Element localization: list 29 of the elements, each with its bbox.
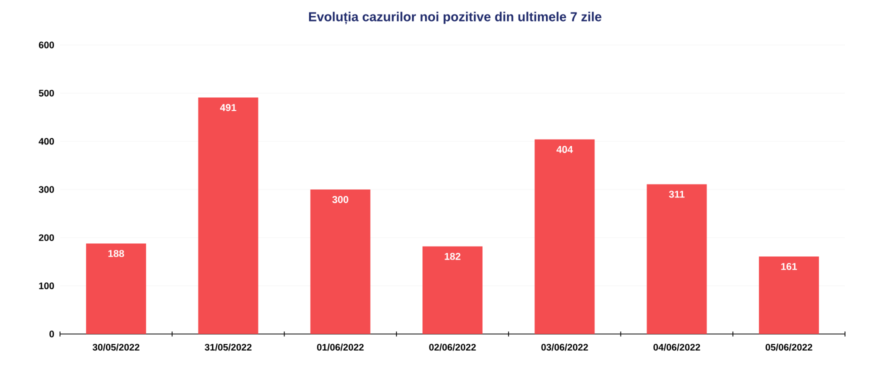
data-label: 161	[781, 262, 797, 270]
data-label: 182	[444, 252, 460, 260]
y-tick-label: 400	[38, 138, 54, 145]
x-tick-label: 01/06/2022	[317, 344, 364, 351]
data-label: 311	[668, 190, 685, 198]
chart-title: Evoluția cazurilor noi pozitive din ultimele 7 zile	[309, 12, 602, 24]
bar	[646, 184, 707, 334]
bar	[198, 98, 258, 334]
x-tick-label: 30/05/2022	[92, 344, 140, 351]
x-tick-label: 03/06/2022	[541, 344, 588, 351]
data-label: 188	[108, 250, 124, 258]
x-tick-label: 04/06/2022	[653, 344, 700, 351]
bar	[86, 243, 146, 334]
data-label: 300	[332, 196, 348, 204]
bar	[758, 256, 819, 334]
y-tick-label: 100	[39, 282, 54, 290]
bar	[534, 139, 595, 334]
x-tick-label: 02/06/2022	[429, 344, 476, 351]
bar	[422, 246, 483, 334]
data-label: 491	[220, 104, 236, 112]
x-tick-label: 31/05/2022	[204, 344, 252, 351]
y-tick-label: 500	[38, 90, 54, 97]
y-tick-label: 200	[38, 234, 54, 242]
y-tick-label: 0	[49, 330, 54, 338]
bar	[310, 190, 370, 334]
y-tick-label: 300	[38, 186, 54, 193]
x-tick-label: 05/06/2022	[766, 344, 812, 351]
y-tick-label: 600	[38, 42, 54, 48]
data-label: 404	[556, 146, 573, 153]
